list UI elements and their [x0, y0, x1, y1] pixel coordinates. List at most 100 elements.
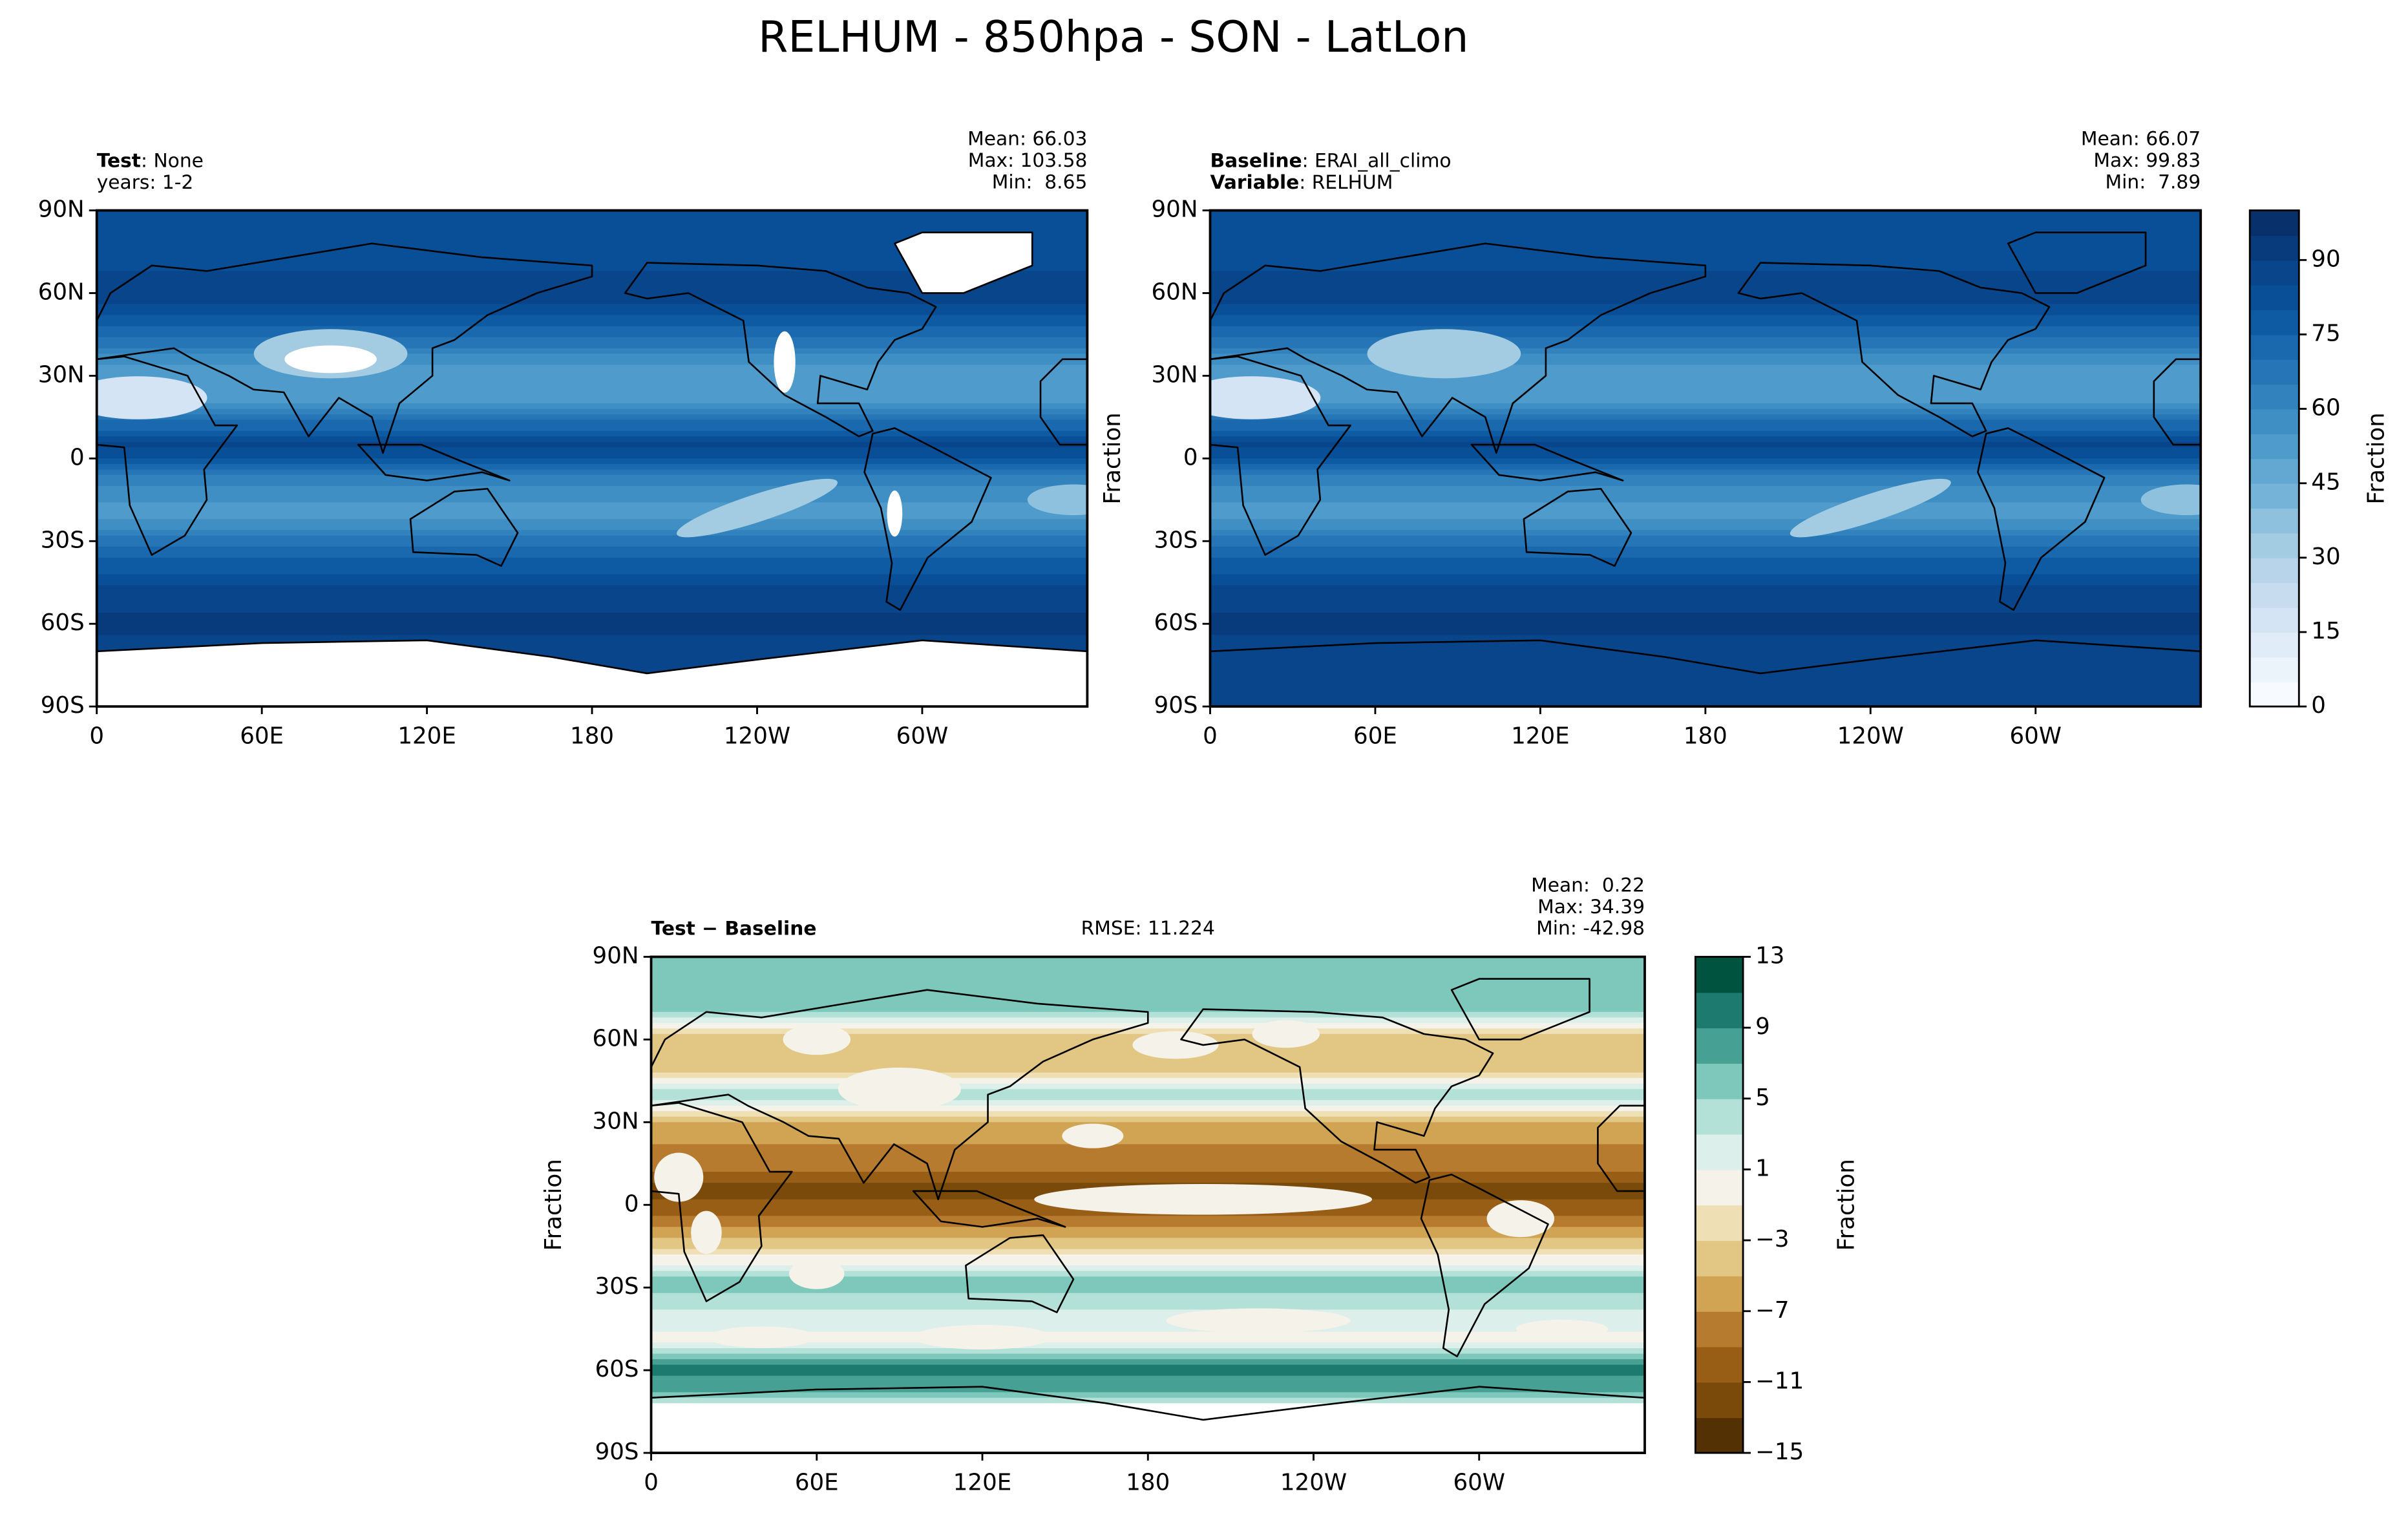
y-tick-label: 60N — [38, 279, 85, 305]
field-feature — [1516, 1319, 1609, 1338]
field-feature — [1062, 1123, 1124, 1148]
coastline — [409, 487, 519, 567]
field-band — [1210, 210, 2201, 217]
field-band — [96, 447, 1088, 454]
field-band — [651, 1078, 1645, 1085]
field-band — [1210, 497, 2201, 504]
field-band — [96, 436, 1088, 443]
field-band — [1210, 441, 2201, 449]
colorbar-tick-label: −3 — [1755, 1226, 1790, 1252]
field-band — [651, 962, 1645, 969]
field-band — [1210, 452, 2201, 460]
field-band — [96, 497, 1088, 504]
field-band — [651, 1149, 1645, 1156]
stat-text: Min: 8.65 — [992, 171, 1088, 193]
field-band — [96, 304, 1088, 311]
colorbar-band — [1695, 1240, 1744, 1276]
field-band — [96, 546, 1088, 553]
field-band — [1210, 541, 2201, 548]
map-field — [1210, 210, 2201, 707]
field-band — [96, 535, 1088, 542]
field-band — [1210, 221, 2201, 228]
colorbar-tick-label: 45 — [2311, 469, 2340, 496]
field-band — [1210, 254, 2201, 261]
y-tick-label: 60S — [595, 1356, 639, 1382]
field-band — [96, 463, 1088, 470]
field-band — [96, 602, 1088, 609]
field-band — [1210, 315, 2201, 322]
field-band — [651, 1293, 1645, 1300]
coastline — [624, 262, 937, 438]
field-band — [651, 1100, 1645, 1107]
field-band — [1210, 310, 2201, 317]
y-tick-label: 30N — [1152, 361, 1198, 388]
coastline — [894, 231, 1033, 294]
field-band — [96, 403, 1088, 410]
colorbar-band — [1695, 1205, 1744, 1242]
field-band — [1210, 243, 2201, 250]
field-band — [96, 591, 1088, 597]
field-band — [651, 1089, 1645, 1096]
field-band — [96, 485, 1088, 492]
field-band — [651, 1353, 1645, 1360]
y-tick-label: 30S — [41, 527, 85, 553]
field-band — [96, 469, 1088, 476]
field-feature — [838, 1067, 961, 1111]
field-band — [651, 1276, 1645, 1284]
field-band — [1210, 524, 2201, 531]
field-band — [651, 1243, 1645, 1250]
field-band — [1210, 480, 2201, 487]
field-band — [651, 1127, 1645, 1134]
field-band — [1210, 332, 2201, 339]
field-band — [96, 508, 1088, 515]
x-tick-label: 60E — [795, 1470, 839, 1496]
colorbar-band — [1695, 1028, 1744, 1064]
field-feature — [1132, 1031, 1219, 1059]
field-band — [1210, 337, 2201, 344]
field-band — [96, 326, 1088, 333]
field-band — [651, 1232, 1645, 1239]
stat-text: Mean: 66.03 — [967, 128, 1087, 151]
field-band — [96, 321, 1088, 328]
field-band — [96, 216, 1088, 223]
colorbar-band — [2250, 284, 2299, 311]
colorbar-band — [1695, 1311, 1744, 1348]
field-band — [651, 1138, 1645, 1145]
field-band — [1210, 216, 2201, 223]
coastline — [651, 1386, 1645, 1453]
stat-text: Min: -42.98 — [1536, 917, 1645, 940]
field-band — [96, 657, 1088, 664]
x-tick-label: 60W — [2009, 723, 2062, 750]
field-band — [96, 557, 1088, 564]
field-band — [1210, 227, 2201, 234]
field-band — [96, 502, 1088, 509]
coastline — [2007, 231, 2147, 294]
field-band — [1210, 502, 2201, 509]
coastline — [96, 355, 238, 556]
panel-label: Baseline: ERAI_all_climo — [1210, 149, 1452, 172]
field-band — [651, 1271, 1645, 1278]
field-band — [651, 1067, 1645, 1074]
field-band — [96, 227, 1088, 234]
field-band — [96, 441, 1088, 449]
field-band — [1210, 348, 2201, 355]
field-band — [1210, 546, 2201, 553]
field-band — [96, 343, 1088, 350]
panel-label-part: Test − Baseline — [651, 917, 817, 940]
field-band — [1210, 260, 2201, 267]
field-band — [651, 995, 1645, 1002]
field-band — [96, 651, 1088, 658]
field-band — [651, 973, 1645, 980]
field-band — [96, 348, 1088, 355]
field-feature — [783, 1024, 851, 1055]
field-feature — [654, 1152, 704, 1202]
field-band — [1210, 679, 2201, 686]
colorbar-band — [2250, 210, 2299, 236]
coastline — [1210, 639, 2201, 707]
field-band — [1210, 695, 2201, 703]
field-band — [651, 1155, 1645, 1162]
colorbar-band — [2250, 334, 2299, 360]
colorbar-band — [2250, 310, 2299, 335]
colorbar-band — [2250, 408, 2299, 434]
